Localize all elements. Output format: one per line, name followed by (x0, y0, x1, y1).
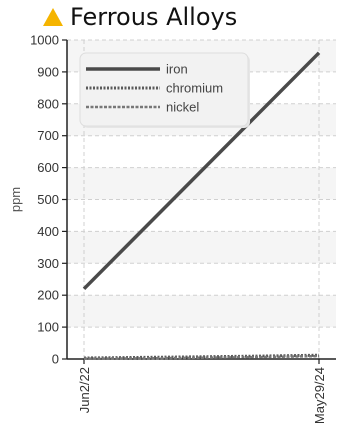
series-layer (82, 51, 321, 360)
x-tick-label: May29/24 (312, 367, 327, 424)
plot-band (67, 295, 336, 328)
y-axis-title: ppm (8, 187, 23, 212)
y-tick-label: 600 (37, 160, 59, 175)
legend-label-nickel: nickel (166, 100, 199, 115)
y-tick-label: 300 (37, 256, 59, 271)
y-tick-label: 900 (37, 64, 59, 79)
y-tick-label: 1000 (30, 33, 59, 48)
y-tick-label: 200 (37, 288, 59, 303)
y-tick-label: 700 (37, 128, 59, 143)
chart-header: Ferrous Alloys (42, 0, 237, 34)
legend-label-iron: iron (166, 62, 188, 77)
series-line-iron (82, 51, 321, 291)
y-tick-label: 500 (37, 192, 59, 207)
series-line-nickel (83, 354, 320, 360)
y-tick-label: 800 (37, 96, 59, 111)
x-axis-ticks: Jun2/22 May29/24 (77, 359, 327, 424)
warning-triangle-icon (43, 8, 63, 26)
y-axis-ticks: 0 100 200 300 400 500 600 700 800 900 1000 (30, 33, 67, 367)
x-tick-label: Jun2/22 (77, 367, 92, 413)
y-tick-label: 100 (37, 320, 59, 335)
y-tick-label: 0 (52, 352, 59, 367)
legend-label-chromium: chromium (166, 81, 223, 96)
chart-legend: iron chromium nickel (79, 52, 250, 128)
chart-title: Ferrous Alloys (70, 3, 238, 31)
plot-band (67, 231, 336, 264)
y-tick-label: 400 (37, 224, 59, 239)
